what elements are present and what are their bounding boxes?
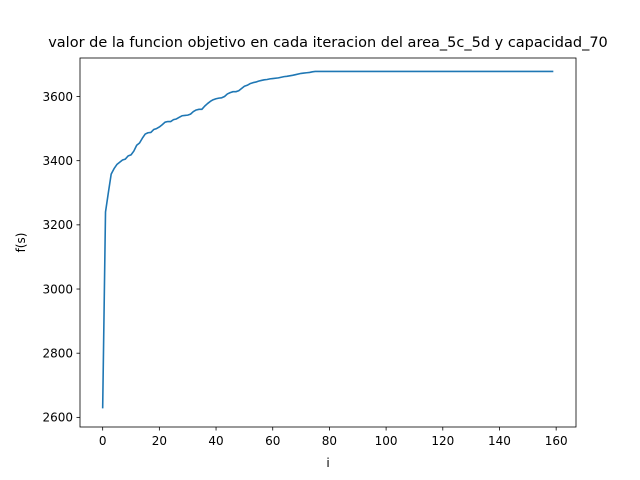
y-tick-label: 3400 xyxy=(42,154,73,168)
y-tick-label: 3200 xyxy=(42,218,73,232)
y-tick-label: 3000 xyxy=(42,282,73,296)
x-tick-label: 60 xyxy=(265,434,280,448)
x-tick-label: 140 xyxy=(488,434,511,448)
x-tick-label: 80 xyxy=(322,434,337,448)
axes-spines xyxy=(79,57,577,428)
x-tick-label: 160 xyxy=(545,434,568,448)
series-line xyxy=(101,70,554,409)
x-tick-label: 120 xyxy=(431,434,454,448)
x-tick-label: 0 xyxy=(99,434,107,448)
chart-title: valor de la funcion objetivo en cada ite… xyxy=(48,35,608,51)
x-tick-label: 40 xyxy=(208,434,223,448)
y-tick-label: 2600 xyxy=(42,411,73,425)
plot-area xyxy=(80,58,576,427)
y-axis-label: f(s) xyxy=(14,233,28,253)
y-axis-ticks: 2600 2800 3000 3200 3400 3600 xyxy=(42,90,80,425)
y-tick-label: 2800 xyxy=(42,347,73,361)
x-tick-label: 100 xyxy=(375,434,398,448)
y-tick-label: 3600 xyxy=(42,90,73,104)
x-tick-label: 20 xyxy=(152,434,167,448)
x-axis-label: i xyxy=(326,456,329,470)
x-axis-ticks: 0 20 40 60 80 100 120 140 160 xyxy=(99,427,568,448)
